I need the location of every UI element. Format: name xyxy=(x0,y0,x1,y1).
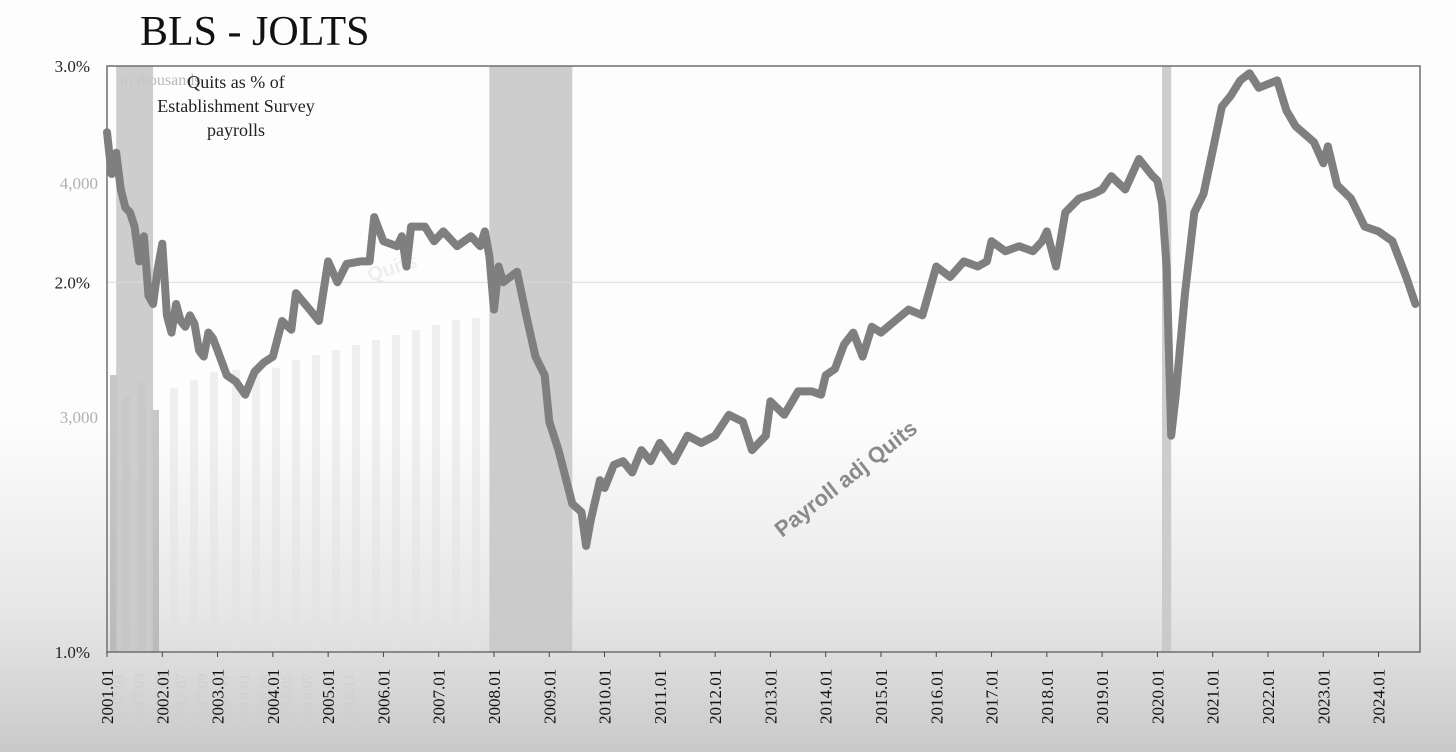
x-tick-label: 2005.01 xyxy=(319,669,338,724)
ghost-xtick-label: 2017.01 xyxy=(111,673,127,722)
x-tick-label: 2012.01 xyxy=(706,669,725,724)
annotation-line-2: Establishment Survey xyxy=(157,96,315,116)
y-tick-label: 2.0% xyxy=(55,273,90,292)
x-tick-label: 2018.01 xyxy=(1038,669,1057,724)
x-tick-label: 2014.01 xyxy=(817,669,836,724)
ghost-xtick-label: 2017.07 xyxy=(174,673,190,722)
ghost-bar xyxy=(352,345,360,652)
x-tick-label: 2007.01 xyxy=(430,669,449,724)
ghost-bar xyxy=(210,372,218,652)
x-tick-label: 2020.01 xyxy=(1148,669,1167,724)
x-tick-label: 2002.01 xyxy=(153,669,172,724)
ghost-bar xyxy=(232,370,240,652)
recession-band xyxy=(116,66,154,652)
x-tick-label: 2009.01 xyxy=(540,669,559,724)
series-labels: Payroll adj Quits xyxy=(770,415,922,542)
ghost-bar xyxy=(312,355,320,652)
x-tick-label: 2015.01 xyxy=(872,669,891,724)
ghost-ytick-label: 4,000 xyxy=(60,174,98,193)
ghost-xtick-label: 2018.03 xyxy=(258,673,274,722)
ghost-bar xyxy=(452,320,460,652)
ghost-bar xyxy=(252,365,260,652)
x-tick-label: 2001.01 xyxy=(98,669,117,724)
x-tick-label: 2019.01 xyxy=(1093,669,1112,724)
x-tick-label: 2004.01 xyxy=(264,669,283,724)
plot-frame xyxy=(106,65,1421,653)
ghost-xtick-label: 2018.11 xyxy=(342,674,358,722)
ghost-bar xyxy=(472,318,480,652)
ghost-bar xyxy=(190,380,198,652)
x-tick-label: 2003.01 xyxy=(209,669,228,724)
x-tick-label: 2023.01 xyxy=(1314,669,1333,724)
x-tick-label: 2016.01 xyxy=(927,669,946,724)
y-axis: 1.0% 2.0% 3.0% xyxy=(55,57,90,662)
x-tick-label: 2011.01 xyxy=(651,669,670,724)
y-tick-label: 3.0% xyxy=(55,57,90,76)
ghost-bar xyxy=(292,360,300,652)
x-tick-label: 2017.01 xyxy=(983,669,1002,724)
x-tick-label: 2022.01 xyxy=(1259,669,1278,724)
ghost-xtick-label: 2017.05 xyxy=(153,673,169,722)
x-tick-label: 2010.01 xyxy=(596,669,615,724)
ghost-xtick-label: 2018.05 xyxy=(279,673,295,722)
series-line xyxy=(103,69,1420,550)
ghost-bar xyxy=(372,340,380,652)
ghost-xtick-label: 2018.09 xyxy=(321,673,337,722)
series xyxy=(103,69,1420,550)
recession-band xyxy=(489,66,573,652)
ghost-ytick-label: 3,000 xyxy=(60,408,98,427)
ghost-bar xyxy=(412,330,420,652)
annotation-line-1: Quits as % of xyxy=(187,72,285,92)
x-tick-label: 2006.01 xyxy=(374,669,393,724)
x-tick-label: 2013.01 xyxy=(761,669,780,724)
ghost-bar xyxy=(151,410,159,652)
ghost-xtick-label: 2018.01 xyxy=(237,673,253,722)
y-tick-label: 1.0% xyxy=(55,643,90,662)
ghost-xtick-label: 2018.07 xyxy=(300,673,316,722)
ghost-xtick-label: 2017.09 xyxy=(195,673,211,722)
ghost-xtick-label: 2017.03 xyxy=(132,673,148,722)
recession-bands xyxy=(116,66,1172,652)
ghost-bar xyxy=(332,350,340,652)
x-axis: 2001.01 2002.01 2003.01 2004.01 2005.01 2006.… xyxy=(98,652,1389,724)
annotation-line-3: payrolls xyxy=(207,120,265,140)
x-tick-label: 2008.01 xyxy=(485,669,504,724)
page-title: BLS - JOLTS xyxy=(140,9,370,55)
chart-annotation: Quits as % of Establishment Survey payro… xyxy=(136,70,336,142)
ghost-bar xyxy=(392,335,400,652)
series-label: Payroll adj Quits xyxy=(770,415,922,542)
ghost-bar xyxy=(110,375,118,652)
ghost-bar xyxy=(272,368,280,652)
x-tick-label: 2024.01 xyxy=(1370,669,1389,724)
ghost-xtick-label: 2017.11 xyxy=(216,674,232,722)
ghost-bar xyxy=(170,388,178,652)
x-tick-label: 2021.01 xyxy=(1204,669,1223,724)
ghost-bar xyxy=(432,325,440,652)
